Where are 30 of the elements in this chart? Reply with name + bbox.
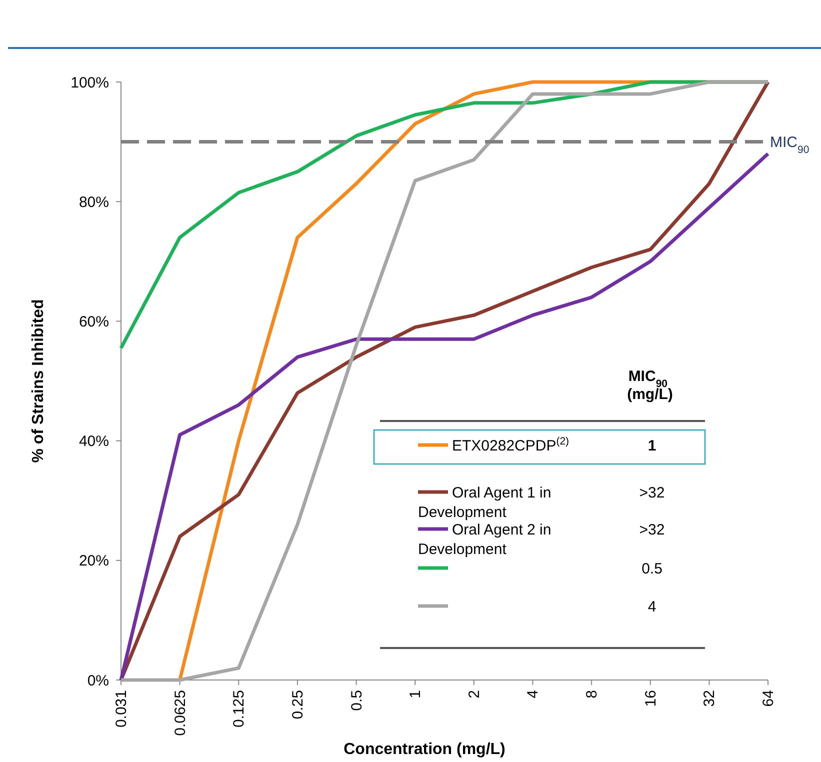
legend-label: Oral Agent 1 in Development: [418, 484, 552, 521]
x-tick-label: 0.0625: [172, 690, 189, 736]
annotation: >32: [639, 521, 665, 538]
annotation: >32: [639, 484, 665, 502]
x-tick-label: 4: [524, 690, 542, 698]
x-tick-label: 0.031: [113, 690, 130, 728]
x-tick-label: 1: [407, 690, 424, 698]
annotation: 1: [648, 437, 656, 454]
annotation: MIC$_{90}$ (mg/L): [627, 368, 673, 403]
x-tick-label: 8: [584, 690, 601, 698]
y-tick-label: 0%: [87, 672, 109, 690]
annotation: 4: [648, 598, 656, 616]
x-tick-label: 32: [701, 690, 718, 707]
y-tick-label: 40%: [78, 433, 109, 450]
x-tick-label: 64: [760, 690, 777, 707]
y-axis-title: % of Strains Inhibited: [30, 299, 47, 463]
x-tick-label: 0.5: [348, 690, 366, 711]
y-tick-label: 100%: [70, 74, 109, 92]
annotation: 0.5: [642, 560, 662, 578]
y-tick-label: 60%: [78, 313, 109, 330]
legend-label: Oral Agent 2 in Development: [418, 521, 552, 558]
x-tick-label: 16: [642, 690, 660, 707]
y-tick-label: 80%: [78, 194, 109, 211]
x-tick-label: 2: [466, 690, 483, 698]
x-tick-label: 0.25: [289, 690, 306, 720]
x-tick-label: 0.125: [230, 690, 248, 728]
legend-label: ETX0282CPDP$^{(2)}$: [452, 435, 570, 454]
y-tick-label: 20%: [78, 552, 109, 570]
ref-line-label: MIC$_{90}$: [770, 134, 810, 156]
x-axis-title: Concentration (mg/L): [344, 741, 506, 758]
